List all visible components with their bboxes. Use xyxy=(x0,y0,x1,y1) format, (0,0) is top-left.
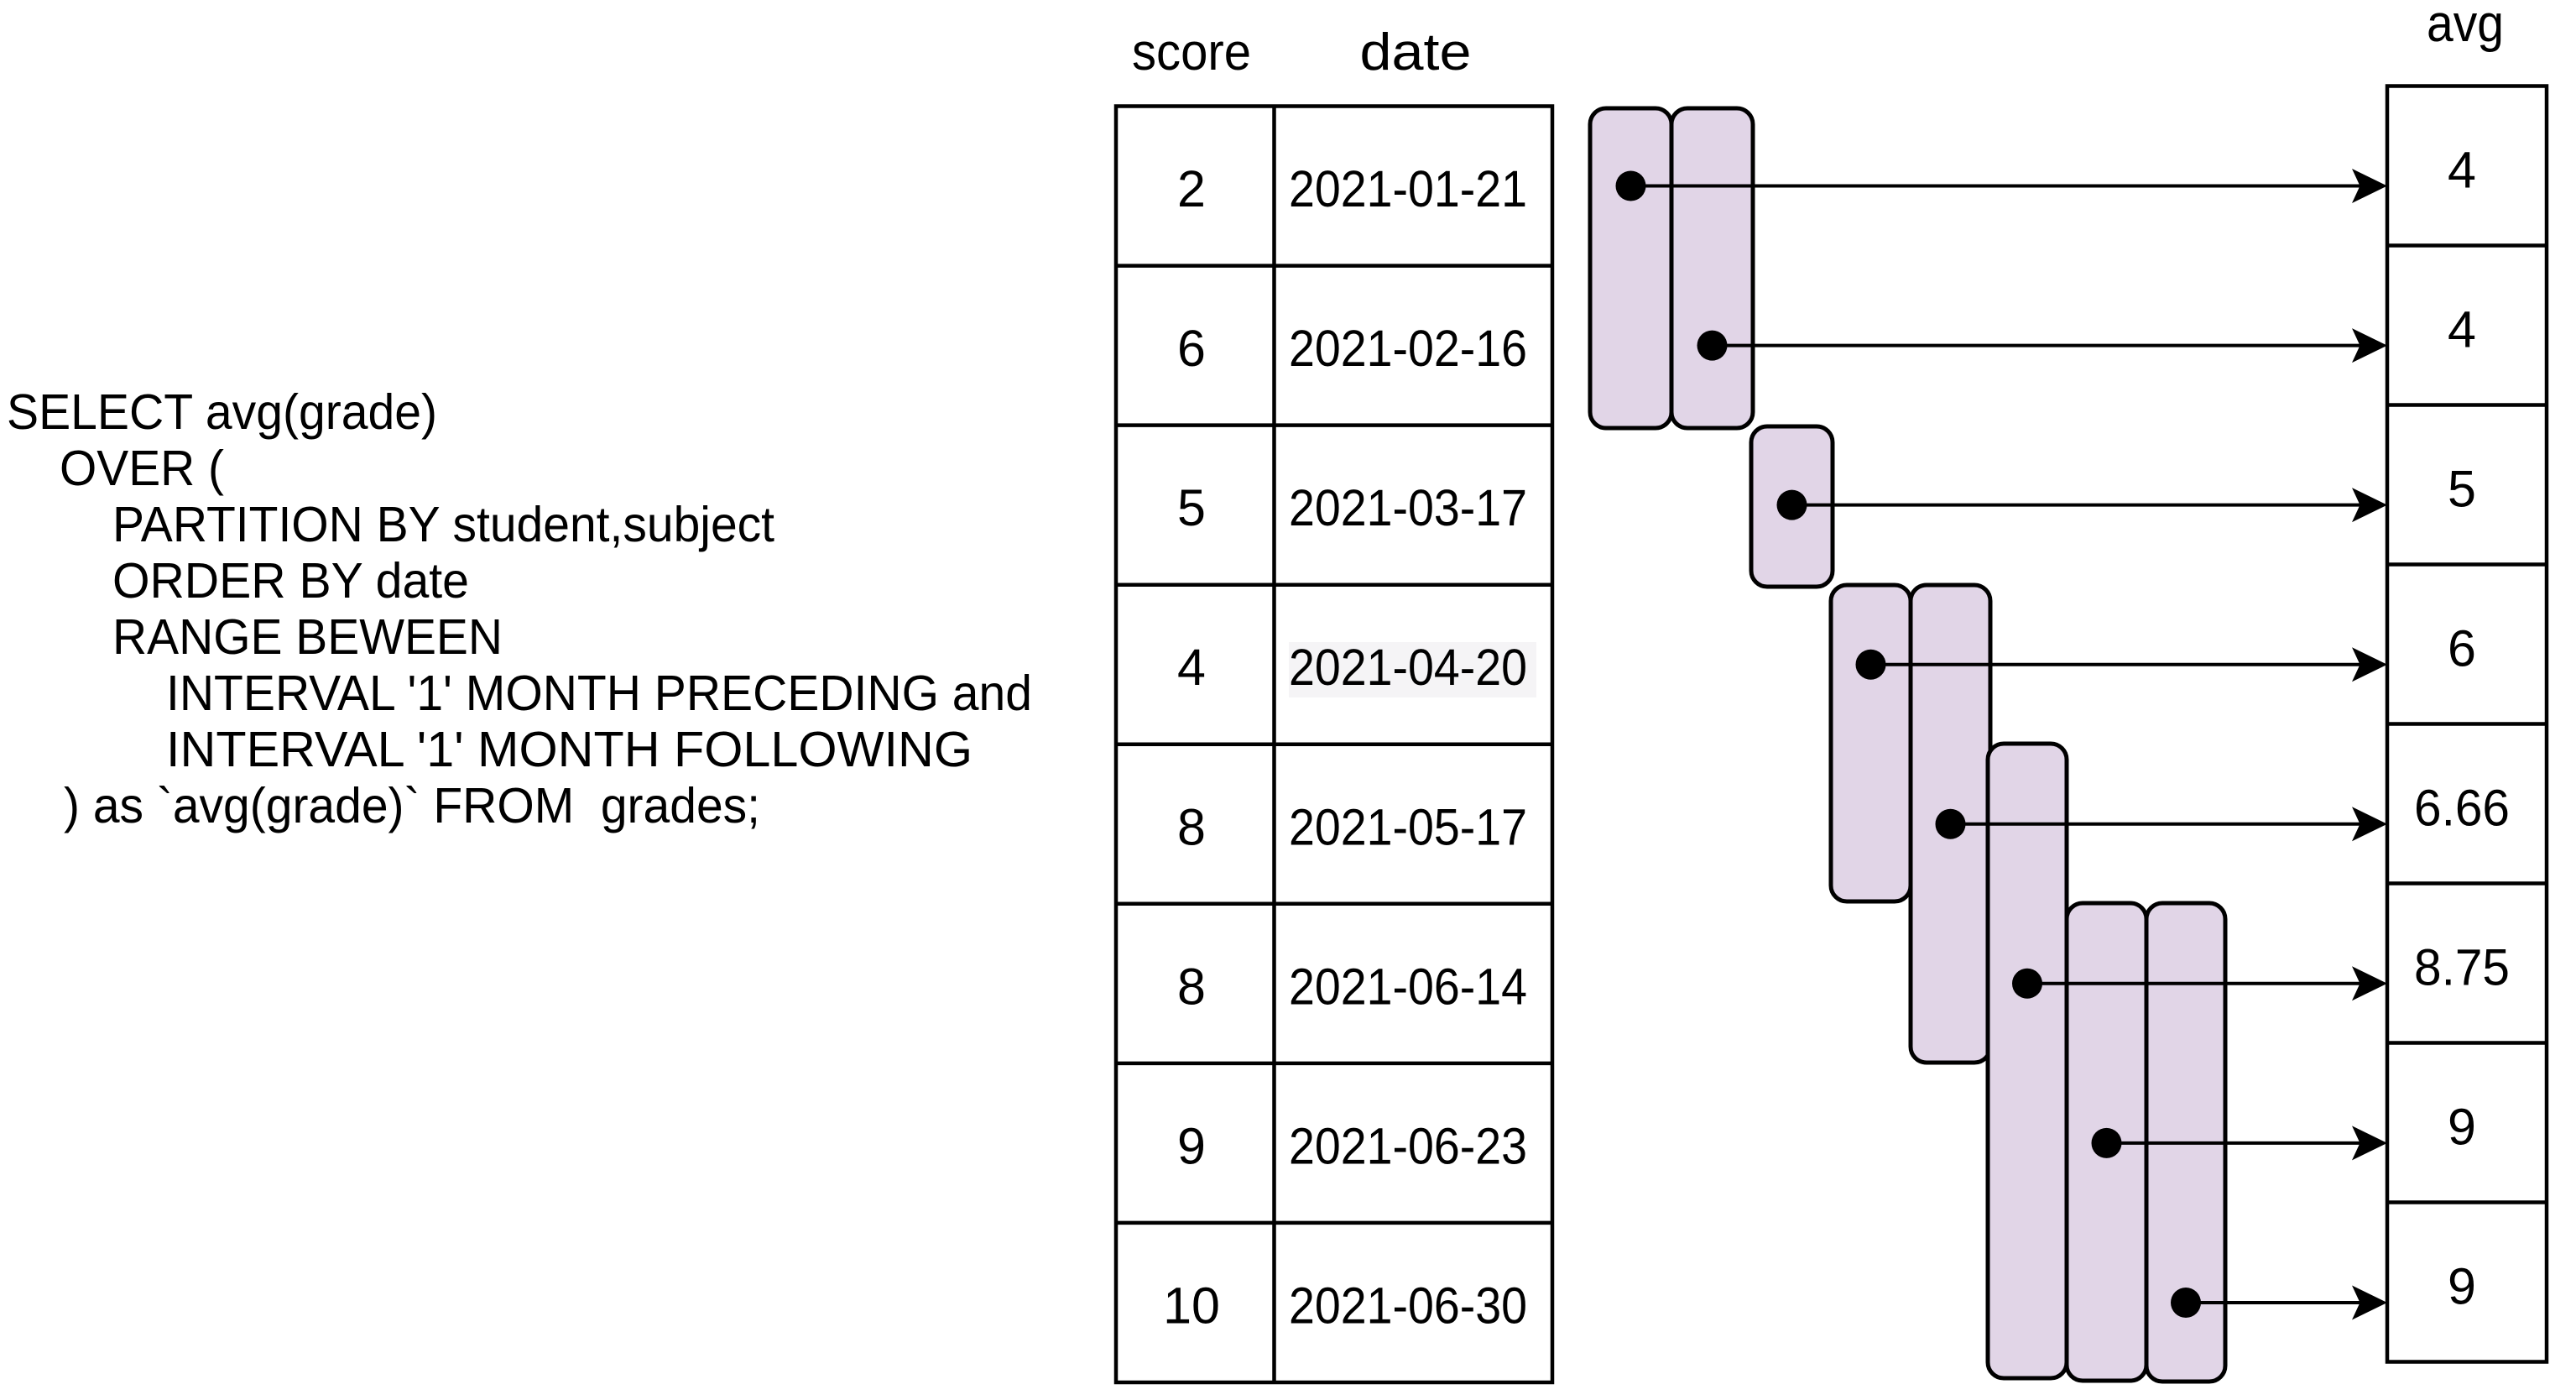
svg-text:6: 6 xyxy=(1177,320,1206,377)
svg-text:8: 8 xyxy=(1177,798,1206,855)
svg-text:2: 2 xyxy=(1177,160,1206,217)
svg-text:PARTITION BY student,subject: PARTITION BY student,subject xyxy=(112,496,774,552)
svg-text:4: 4 xyxy=(1177,639,1206,696)
svg-text:2021-04-20: 2021-04-20 xyxy=(1289,639,1527,696)
svg-text:5: 5 xyxy=(1177,479,1206,536)
svg-text:INTERVAL '1' MONTH FOLLOWING: INTERVAL '1' MONTH FOLLOWING xyxy=(166,721,973,777)
svg-text:2021-06-30: 2021-06-30 xyxy=(1289,1277,1527,1335)
svg-text:ORDER BY date: ORDER BY date xyxy=(112,552,469,609)
svg-text:INTERVAL '1' MONTH PRECEDING a: INTERVAL '1' MONTH PRECEDING and xyxy=(166,665,1032,721)
svg-text:10: 10 xyxy=(1163,1277,1220,1335)
svg-text:9: 9 xyxy=(2448,1258,2476,1315)
svg-text:2021-02-16: 2021-02-16 xyxy=(1289,320,1527,377)
svg-text:8.75: 8.75 xyxy=(2414,939,2510,996)
svg-text:6.66: 6.66 xyxy=(2414,780,2510,837)
svg-text:2021-05-17: 2021-05-17 xyxy=(1289,798,1527,855)
svg-text:5: 5 xyxy=(2448,461,2476,518)
svg-text:2021-03-17: 2021-03-17 xyxy=(1289,479,1527,536)
svg-text:2021-06-14: 2021-06-14 xyxy=(1289,958,1527,1015)
svg-text:score: score xyxy=(1132,24,1251,81)
svg-text:avg: avg xyxy=(2427,0,2504,53)
svg-text:9: 9 xyxy=(2448,1099,2476,1156)
svg-text:4: 4 xyxy=(2448,301,2476,358)
svg-text:2021-06-23: 2021-06-23 xyxy=(1289,1117,1527,1174)
svg-text:6: 6 xyxy=(2448,620,2476,677)
svg-text:4: 4 xyxy=(2448,142,2476,199)
svg-text:date: date xyxy=(1360,24,1472,81)
svg-text:SELECT avg(grade): SELECT avg(grade) xyxy=(7,384,437,440)
svg-text:8: 8 xyxy=(1177,958,1206,1015)
svg-text:OVER (: OVER ( xyxy=(60,440,224,496)
svg-text:9: 9 xyxy=(1177,1117,1206,1174)
svg-text:RANGE BEWEEN: RANGE BEWEEN xyxy=(112,609,503,665)
svg-text:2021-01-21: 2021-01-21 xyxy=(1289,160,1527,217)
svg-text:) as `avg(grade)` FROM grades: ) as `avg(grade)` FROM grades; xyxy=(64,777,760,833)
